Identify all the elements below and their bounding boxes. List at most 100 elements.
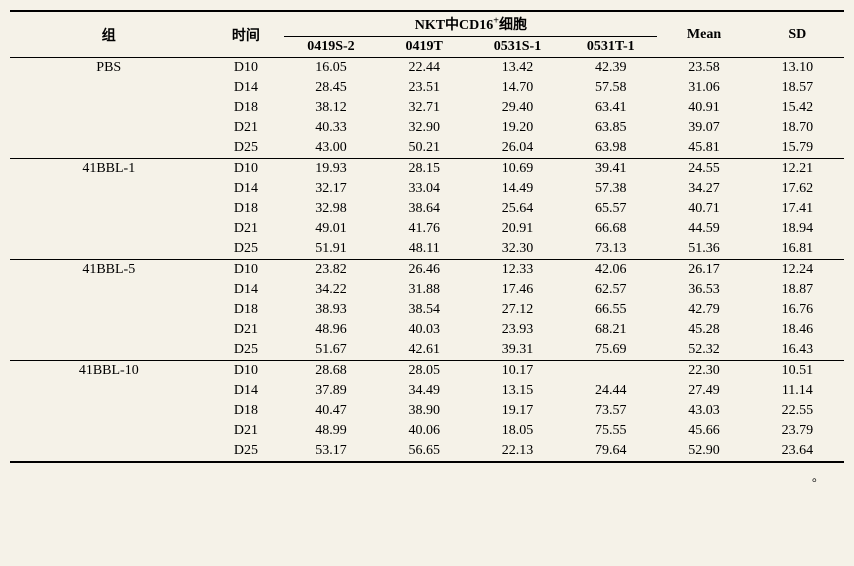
data-cell-time: D21: [208, 421, 285, 441]
data-cell-time: D10: [208, 58, 285, 79]
group-cell: [10, 381, 208, 401]
data-cell-c1: 43.00: [284, 138, 377, 159]
data-cell-c3: 20.91: [471, 219, 564, 239]
data-cell-c3: 14.70: [471, 78, 564, 98]
data-cell-c2: 41.76: [378, 219, 471, 239]
data-cell-sd: 17.62: [751, 179, 844, 199]
data-cell-c4: 63.41: [564, 98, 657, 118]
data-cell-mean: 31.06: [657, 78, 750, 98]
data-cell-sd: 16.81: [751, 239, 844, 260]
data-cell-sd: 22.55: [751, 401, 844, 421]
data-cell-c2: 28.05: [378, 361, 471, 382]
data-cell-sd: 18.70: [751, 118, 844, 138]
data-cell-mean: 23.58: [657, 58, 750, 79]
data-cell-c3: 17.46: [471, 280, 564, 300]
data-cell-c4: 66.68: [564, 219, 657, 239]
table-row: D1840.4738.9019.1773.5743.0322.55: [10, 401, 844, 421]
header-subcol-0: 0419S-2: [284, 37, 377, 58]
data-cell-time: D25: [208, 340, 285, 361]
data-cell-time: D18: [208, 199, 285, 219]
data-cell-c1: 51.67: [284, 340, 377, 361]
header-subcol-3: 0531T-1: [564, 37, 657, 58]
data-cell-c3: 10.17: [471, 361, 564, 382]
data-cell-mean: 45.66: [657, 421, 750, 441]
data-cell-sd: 10.51: [751, 361, 844, 382]
table-row: D2148.9940.0618.0575.5545.6623.79: [10, 421, 844, 441]
header-time: 时间: [208, 11, 285, 58]
data-cell-c2: 28.15: [378, 159, 471, 180]
data-cell-c4: 57.58: [564, 78, 657, 98]
data-cell-time: D10: [208, 361, 285, 382]
data-cell-sd: 18.46: [751, 320, 844, 340]
group-cell: [10, 280, 208, 300]
table-row: D2551.6742.6139.3175.6952.3216.43: [10, 340, 844, 361]
header-group: 组: [10, 11, 208, 58]
data-cell-c3: 18.05: [471, 421, 564, 441]
table-row: D1838.9338.5427.1266.5542.7916.76: [10, 300, 844, 320]
data-cell-c4: 42.06: [564, 260, 657, 281]
group-cell: 41BBL-1: [10, 159, 208, 180]
data-cell-time: D14: [208, 280, 285, 300]
data-cell-c1: 37.89: [284, 381, 377, 401]
group-cell: [10, 179, 208, 199]
data-cell-c4: 42.39: [564, 58, 657, 79]
data-cell-mean: 52.90: [657, 441, 750, 462]
header-subcol-2: 0531S-1: [471, 37, 564, 58]
data-cell-sd: 15.42: [751, 98, 844, 118]
data-cell-sd: 23.79: [751, 421, 844, 441]
data-cell-mean: 43.03: [657, 401, 750, 421]
data-cell-sd: 17.41: [751, 199, 844, 219]
data-cell-c2: 40.06: [378, 421, 471, 441]
data-cell-c3: 19.20: [471, 118, 564, 138]
data-cell-c1: 19.93: [284, 159, 377, 180]
data-cell-time: D10: [208, 260, 285, 281]
data-cell-mean: 34.27: [657, 179, 750, 199]
data-cell-mean: 27.49: [657, 381, 750, 401]
group-cell: [10, 219, 208, 239]
data-cell-c4: 62.57: [564, 280, 657, 300]
data-cell-c2: 26.46: [378, 260, 471, 281]
group-cell: [10, 239, 208, 260]
data-cell-c1: 32.98: [284, 199, 377, 219]
data-cell-time: D14: [208, 179, 285, 199]
header-nkt: NKT中CD16+细胞: [284, 11, 657, 37]
data-cell-c2: 31.88: [378, 280, 471, 300]
data-cell-c3: 29.40: [471, 98, 564, 118]
table-row: D2553.1756.6522.1379.6452.9023.64: [10, 441, 844, 462]
data-cell-sd: 12.24: [751, 260, 844, 281]
data-cell-c3: 27.12: [471, 300, 564, 320]
data-cell-time: D21: [208, 320, 285, 340]
data-cell-c1: 23.82: [284, 260, 377, 281]
data-cell-time: D18: [208, 300, 285, 320]
table-row: D2543.0050.2126.0463.9845.8115.79: [10, 138, 844, 159]
data-cell-c2: 48.11: [378, 239, 471, 260]
data-cell-sd: 11.14: [751, 381, 844, 401]
data-cell-c4: 24.44: [564, 381, 657, 401]
data-cell-c3: 10.69: [471, 159, 564, 180]
data-cell-c3: 25.64: [471, 199, 564, 219]
table-row: 41BBL-10D1028.6828.0510.1722.3010.51: [10, 361, 844, 382]
data-cell-c2: 38.54: [378, 300, 471, 320]
data-cell-c1: 32.17: [284, 179, 377, 199]
nkt-suffix: 细胞: [499, 18, 527, 33]
data-cell-c3: 14.49: [471, 179, 564, 199]
group-cell: [10, 441, 208, 462]
data-cell-mean: 40.91: [657, 98, 750, 118]
data-cell-c3: 12.33: [471, 260, 564, 281]
table-row: 41BBL-1D1019.9328.1510.6939.4124.5512.21: [10, 159, 844, 180]
data-cell-c1: 38.93: [284, 300, 377, 320]
data-cell-c2: 38.90: [378, 401, 471, 421]
data-cell-c1: 48.96: [284, 320, 377, 340]
data-cell-c4: [564, 361, 657, 382]
data-cell-sd: 13.10: [751, 58, 844, 79]
data-cell-c2: 56.65: [378, 441, 471, 462]
data-cell-c4: 63.85: [564, 118, 657, 138]
header-mean: Mean: [657, 11, 750, 58]
data-cell-mean: 45.81: [657, 138, 750, 159]
group-cell: 41BBL-10: [10, 361, 208, 382]
group-cell: [10, 421, 208, 441]
data-cell-time: D14: [208, 381, 285, 401]
data-table-container: 组 时间 NKT中CD16+细胞 Mean SD 0419S-2 0419T 0…: [10, 10, 844, 485]
data-cell-c4: 73.13: [564, 239, 657, 260]
header-subcol-1: 0419T: [378, 37, 471, 58]
